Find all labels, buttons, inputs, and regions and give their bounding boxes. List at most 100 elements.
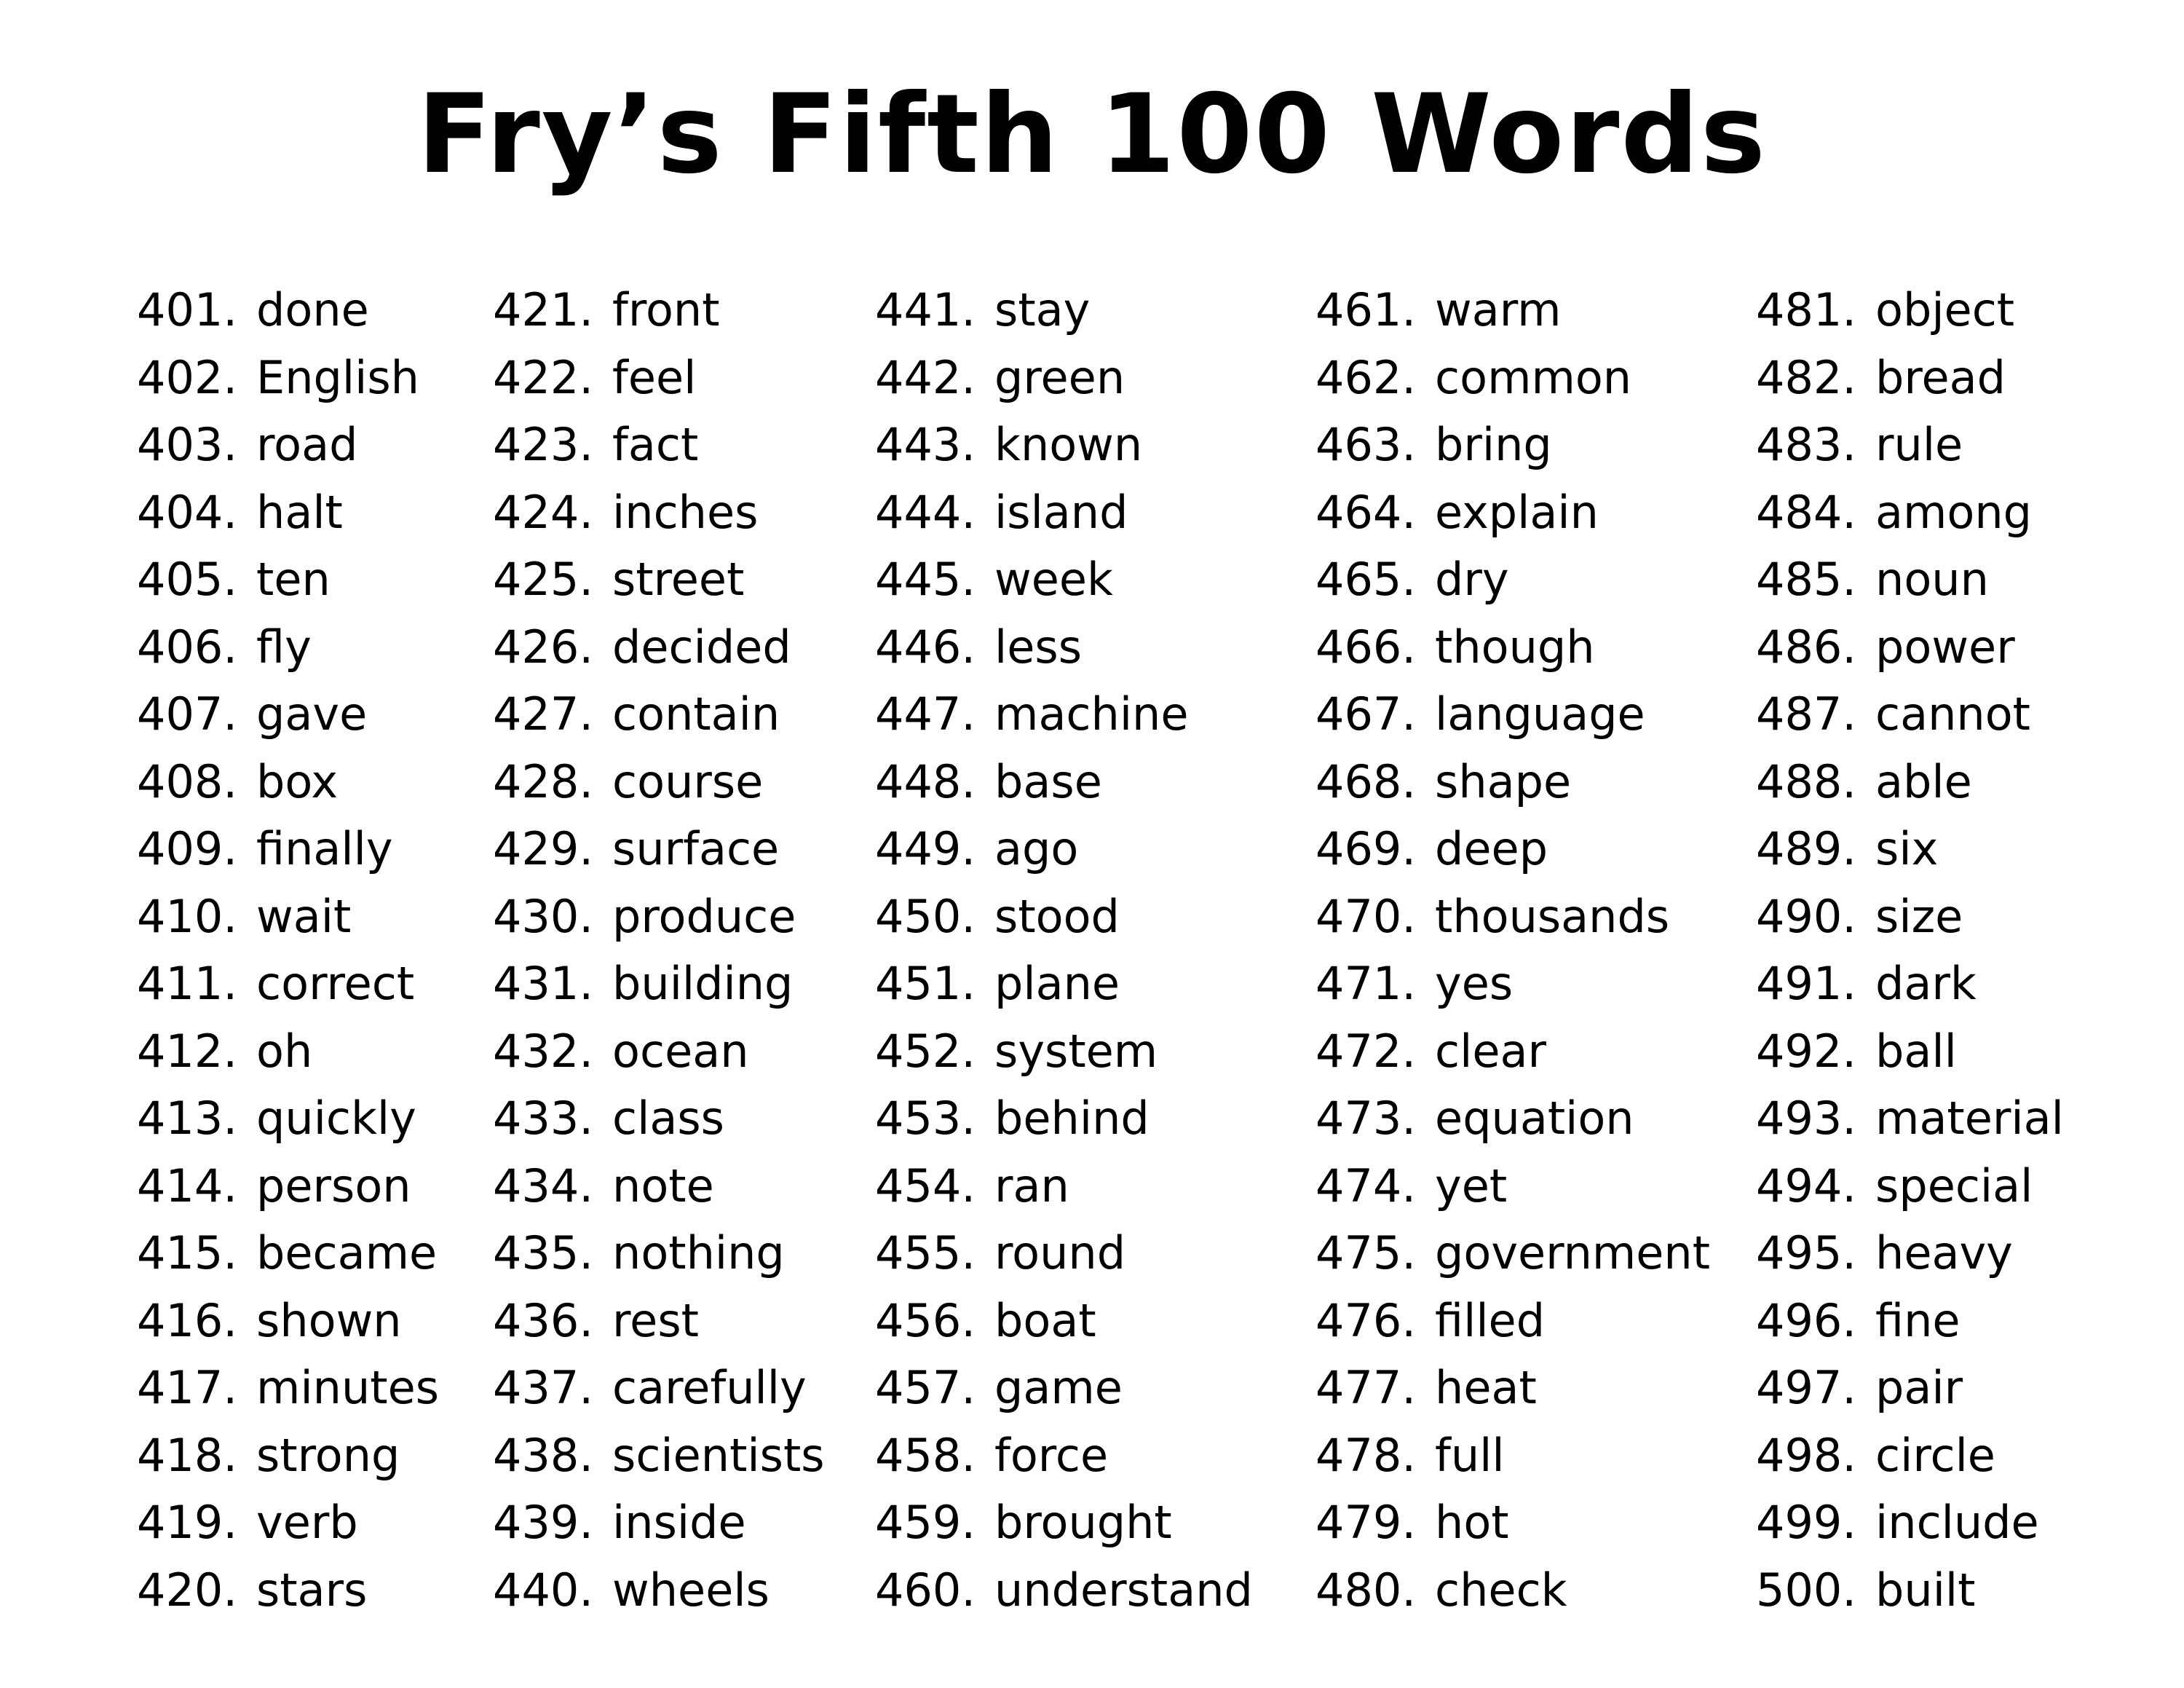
list-item: 415. became xyxy=(137,1220,439,1287)
word-number: 489. xyxy=(1756,822,1857,875)
list-item: 405. ten xyxy=(137,546,439,614)
word-number: 432. xyxy=(493,1024,594,1078)
word: size xyxy=(1875,889,1963,943)
word-number: 433. xyxy=(493,1092,594,1145)
list-item: 414. person xyxy=(137,1153,439,1220)
word: green xyxy=(994,350,1125,404)
list-item: 484. among xyxy=(1756,479,2064,547)
word: system xyxy=(994,1024,1158,1078)
word-number: 496. xyxy=(1756,1293,1857,1347)
word-number: 443. xyxy=(875,418,976,471)
list-item: 496. fine xyxy=(1756,1287,2064,1355)
list-item: 482. bread xyxy=(1756,344,2064,412)
list-item: 411. correct xyxy=(137,950,439,1018)
word-number: 430. xyxy=(493,889,594,943)
word-number: 455. xyxy=(875,1226,976,1279)
word: check xyxy=(1435,1563,1567,1617)
list-item: 427. contain xyxy=(493,681,825,749)
word: equation xyxy=(1435,1092,1634,1145)
word-number: 477. xyxy=(1315,1361,1417,1414)
list-item: 424. inches xyxy=(493,479,825,547)
word-column: 481. object 482. bread 483. rule 484. among 485.… xyxy=(1756,277,2064,1624)
list-item: 497. pair xyxy=(1756,1354,2064,1422)
list-item: 455. round xyxy=(875,1220,1253,1287)
list-item: 452. system xyxy=(875,1018,1253,1086)
word: language xyxy=(1435,687,1645,741)
word-number: 470. xyxy=(1315,889,1417,943)
word: round xyxy=(994,1226,1126,1279)
word-number: 422. xyxy=(493,350,594,404)
word: circle xyxy=(1875,1428,1995,1482)
list-item: 448. base xyxy=(875,749,1253,816)
list-item: 443. known xyxy=(875,411,1253,479)
word-number: 490. xyxy=(1756,889,1857,943)
word-number: 415. xyxy=(137,1226,238,1279)
word: warm xyxy=(1435,283,1562,336)
list-item: 464. explain xyxy=(1315,479,1710,547)
word-number: 498. xyxy=(1756,1428,1857,1482)
word: stars xyxy=(256,1563,368,1617)
list-item: 444. island xyxy=(875,479,1253,547)
word-number: 434. xyxy=(493,1159,594,1212)
word: common xyxy=(1435,350,1632,404)
list-item: 433. class xyxy=(493,1085,825,1153)
word: power xyxy=(1875,620,2015,674)
word: ran xyxy=(994,1159,1069,1212)
word: scientists xyxy=(612,1428,825,1482)
word: plane xyxy=(994,957,1120,1010)
word: object xyxy=(1875,283,2015,336)
list-item: 486. power xyxy=(1756,614,2064,682)
list-item: 456. boat xyxy=(875,1287,1253,1355)
word: inside xyxy=(612,1496,746,1549)
word-number: 454. xyxy=(875,1159,976,1212)
word-number: 495. xyxy=(1756,1226,1857,1279)
list-item: 453. behind xyxy=(875,1085,1253,1153)
word-number: 458. xyxy=(875,1428,976,1482)
word: include xyxy=(1875,1496,2039,1549)
page-title: Fry’s Fifth 100 Words xyxy=(416,71,1768,198)
list-item: 493. material xyxy=(1756,1085,2064,1153)
list-item: 490. size xyxy=(1756,883,2064,951)
list-item: 401. done xyxy=(137,277,439,344)
word: shown xyxy=(256,1293,402,1347)
list-item: 471. yes xyxy=(1315,950,1710,1018)
list-item: 426. decided xyxy=(493,614,825,682)
list-item: 479. hot xyxy=(1315,1489,1710,1557)
word: dark xyxy=(1875,957,1977,1010)
word-number: 468. xyxy=(1315,754,1417,808)
list-item: 431. building xyxy=(493,950,825,1018)
word-number: 462. xyxy=(1315,350,1417,404)
word-number: 456. xyxy=(875,1293,976,1347)
word-number: 471. xyxy=(1315,957,1417,1010)
word: front xyxy=(612,283,720,336)
word: material xyxy=(1875,1092,2064,1145)
list-item: 418. strong xyxy=(137,1422,439,1490)
list-item: 478. full xyxy=(1315,1422,1710,1490)
word: box xyxy=(256,754,339,808)
word: ago xyxy=(994,822,1079,875)
word: halt xyxy=(256,485,343,539)
word-number: 407. xyxy=(137,687,238,741)
word-number: 404. xyxy=(137,485,238,539)
word: nothing xyxy=(612,1226,785,1279)
word-number: 461. xyxy=(1315,283,1417,336)
list-item: 475. government xyxy=(1315,1220,1710,1287)
list-item: 442. green xyxy=(875,344,1253,412)
word: street xyxy=(612,553,745,606)
word-number: 413. xyxy=(137,1092,238,1145)
word-number: 487. xyxy=(1756,687,1857,741)
word-number: 410. xyxy=(137,889,238,943)
list-item: 422. feel xyxy=(493,344,825,412)
list-item: 495. heavy xyxy=(1756,1220,2064,1287)
word-number: 447. xyxy=(875,687,976,741)
list-item: 412. oh xyxy=(137,1018,439,1086)
word: filled xyxy=(1435,1293,1546,1347)
word-number: 453. xyxy=(875,1092,976,1145)
word-number: 426. xyxy=(493,620,594,674)
word: force xyxy=(994,1428,1109,1482)
list-item: 429. surface xyxy=(493,816,825,883)
word-number: 486. xyxy=(1756,620,1857,674)
word-number: 449. xyxy=(875,822,976,875)
word-number: 409. xyxy=(137,822,238,875)
word: verb xyxy=(256,1496,358,1549)
